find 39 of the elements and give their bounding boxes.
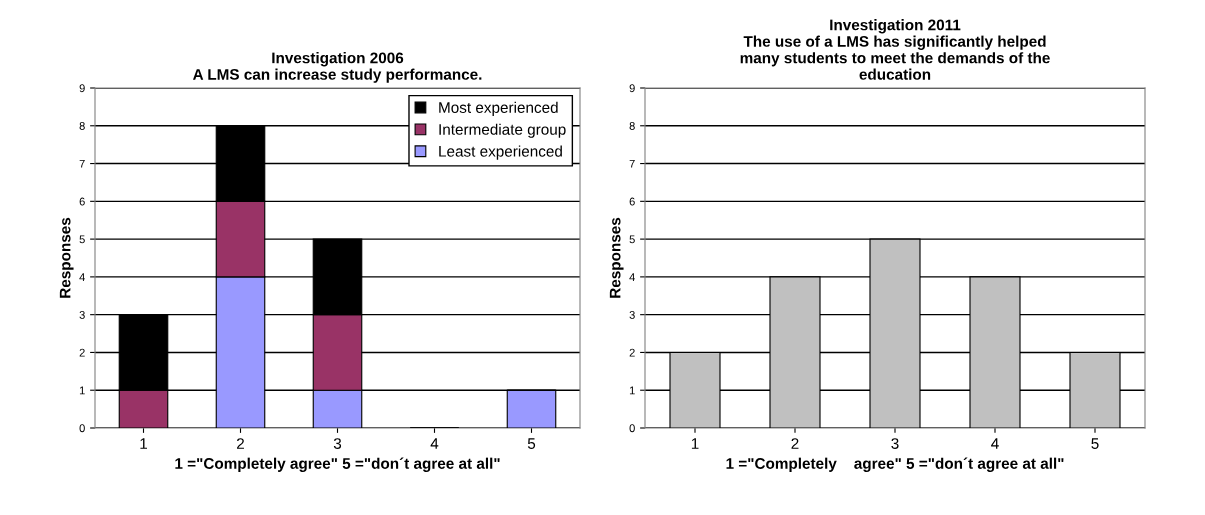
- x-tick-label: 2: [237, 438, 244, 449]
- y-tick-label: 5: [79, 235, 85, 244]
- y-tick-label: 0: [79, 424, 85, 433]
- legend-label: Most experienced: [439, 101, 558, 116]
- y-tick-label: 9: [79, 84, 85, 93]
- y-tick-label: 3: [79, 310, 85, 319]
- y-tick-label: 2: [629, 348, 635, 357]
- x-tick-label: 1: [140, 438, 147, 449]
- y-tick-label: 1: [79, 386, 85, 395]
- x-tick-label: 4: [430, 438, 439, 449]
- y-axis-title: Responses: [59, 217, 74, 298]
- y-tick-label: 5: [629, 235, 635, 244]
- y-tick-label: 4: [79, 273, 85, 281]
- x-tick-label: 1: [691, 438, 699, 449]
- x-axis-title: 1 ="Completely agree" 5 ="don´t agree at all": [726, 457, 1064, 472]
- x-tick-label: 2: [791, 438, 799, 449]
- x-tick-label: 3: [891, 438, 899, 449]
- y-tick-label: 4: [629, 273, 635, 281]
- y-tick-label: 7: [79, 159, 85, 168]
- y-tick-label: 8: [629, 122, 635, 130]
- chart-title: Investigation 2011 The use of a LMS has significantly helped many students to meet the demands of the education: [740, 19, 1050, 80]
- x-tick-label: 5: [1091, 438, 1099, 449]
- x-tick-label: 5: [527, 438, 536, 449]
- y-tick-label: 6: [629, 197, 635, 206]
- y-tick-label: 9: [629, 84, 635, 93]
- y-tick-label: 0: [629, 424, 635, 433]
- y-tick-label: 1: [629, 386, 635, 395]
- y-tick-label: 8: [79, 122, 85, 130]
- chart-title: Investigation 2006 A LMS can increase study performance.: [192, 52, 482, 83]
- legend-label: Intermediate group: [439, 123, 566, 138]
- legend-label: Least experienced: [439, 145, 562, 160]
- y-tick-label: 3: [629, 310, 635, 319]
- y-tick-label: 2: [79, 348, 85, 357]
- y-axis-title: Responses: [609, 217, 624, 298]
- y-tick-label: 6: [79, 197, 85, 206]
- x-tick-label: 3: [333, 438, 342, 449]
- x-tick-label: 4: [991, 438, 999, 449]
- x-axis-title: 1 ="Completely agree" 5 ="don´t agree at all": [175, 457, 500, 472]
- y-tick-label: 7: [629, 159, 635, 168]
